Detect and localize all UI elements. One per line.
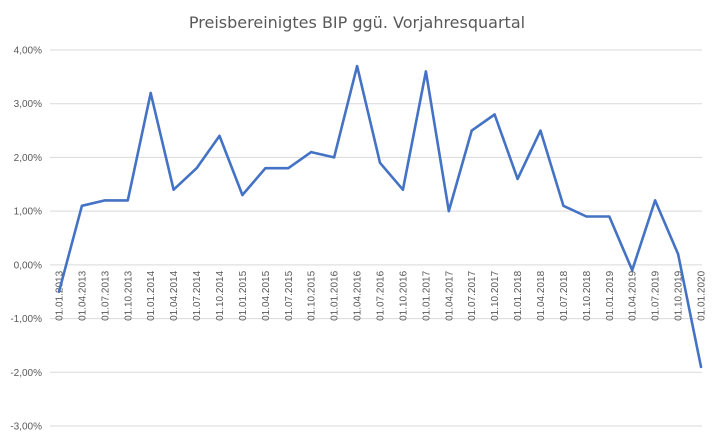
data-point — [103, 199, 107, 202]
data-point — [401, 188, 405, 191]
data-point — [126, 199, 129, 202]
y-tick-label: 3,00% — [14, 99, 42, 110]
data-point — [332, 156, 336, 159]
x-tick-label: 01.01.2017 — [421, 270, 432, 320]
x-tick-label: 01.07.2016 — [376, 270, 387, 320]
x-tick-label: 01.01.2020 — [697, 270, 708, 320]
series-group — [57, 64, 703, 369]
data-point — [699, 365, 703, 369]
x-tick-label: 01.01.2014 — [146, 270, 157, 320]
x-tick-label: 01.10.2019 — [674, 270, 685, 320]
x-tick-label: 01.07.2018 — [559, 270, 570, 320]
y-tick-label: -2,00% — [10, 368, 42, 379]
y-gridlines — [50, 49, 702, 427]
x-tick-label: 01.10.2018 — [582, 270, 593, 320]
x-tick-label: 01.01.2019 — [605, 270, 616, 320]
y-axis-labels: -3,00% -2,00% -1,00% 0,00% 1,00% 2,00% 3,00% 4,… — [10, 46, 42, 433]
data-point — [195, 166, 198, 170]
x-tick-label: 01.04.2017 — [444, 270, 455, 320]
y-tick-label: 1,00% — [14, 207, 42, 218]
data-point — [355, 64, 359, 68]
data-point — [676, 252, 680, 256]
x-tick-label: 01.04.2014 — [169, 270, 180, 320]
x-tick-label: 01.07.2014 — [192, 270, 203, 320]
data-point — [653, 199, 657, 202]
x-tick-label: 01.10.2013 — [123, 270, 134, 320]
data-point — [631, 269, 634, 272]
data-point — [562, 204, 565, 207]
x-tick-label: 01.10.2014 — [215, 270, 226, 320]
data-point — [172, 188, 175, 191]
data-point — [585, 215, 588, 218]
data-point — [80, 204, 84, 207]
chart-title: Preisbereinigtes BIP ggü. Vorjahresquart… — [188, 13, 526, 32]
x-tick-label: 01.10.2015 — [307, 270, 318, 320]
y-tick-label: -3,00% — [10, 422, 42, 433]
x-tick-label: 01.04.2018 — [536, 270, 547, 320]
y-tick-label: -1,00% — [10, 314, 42, 325]
data-point — [539, 129, 542, 132]
x-tick-label: 01.07.2017 — [467, 270, 478, 320]
data-point — [218, 134, 221, 138]
y-tick-label: 4,00% — [14, 46, 42, 57]
x-tick-label: 01.07.2013 — [100, 270, 111, 320]
data-point — [57, 290, 61, 293]
x-tick-label: 01.01.2015 — [238, 270, 249, 320]
x-tick-label: 01.04.2019 — [628, 270, 639, 320]
data-point — [447, 209, 450, 213]
x-tick-label: 01.04.2016 — [353, 270, 364, 320]
x-axis-labels: 01.01.2013 01.04.2013 01.07.2013 01.10.2013… — [55, 270, 708, 320]
series-points — [57, 64, 703, 369]
x-tick-label: 01.01.2018 — [513, 270, 524, 320]
data-point — [493, 113, 496, 116]
y-tick-label: 0,00% — [14, 260, 42, 271]
data-point — [516, 177, 519, 181]
x-tick-label: 01.10.2016 — [398, 270, 409, 320]
data-point — [149, 91, 152, 95]
x-tick-label: 01.10.2017 — [490, 270, 501, 320]
x-tick-label: 01.01.2013 — [55, 270, 66, 320]
data-point — [287, 166, 290, 170]
x-tick-label: 01.04.2013 — [77, 270, 88, 320]
data-point — [608, 215, 611, 218]
data-point — [470, 129, 473, 132]
data-point — [310, 150, 313, 154]
x-tick-label: 01.07.2019 — [651, 270, 662, 320]
x-tick-label: 01.04.2015 — [261, 270, 272, 320]
data-point — [424, 70, 428, 73]
data-point — [264, 166, 267, 170]
data-point — [241, 193, 244, 197]
x-tick-label: 01.01.2016 — [330, 270, 341, 320]
y-tick-label: 2,00% — [14, 153, 42, 164]
data-point — [378, 161, 382, 164]
x-tick-label: 01.07.2015 — [284, 270, 295, 320]
